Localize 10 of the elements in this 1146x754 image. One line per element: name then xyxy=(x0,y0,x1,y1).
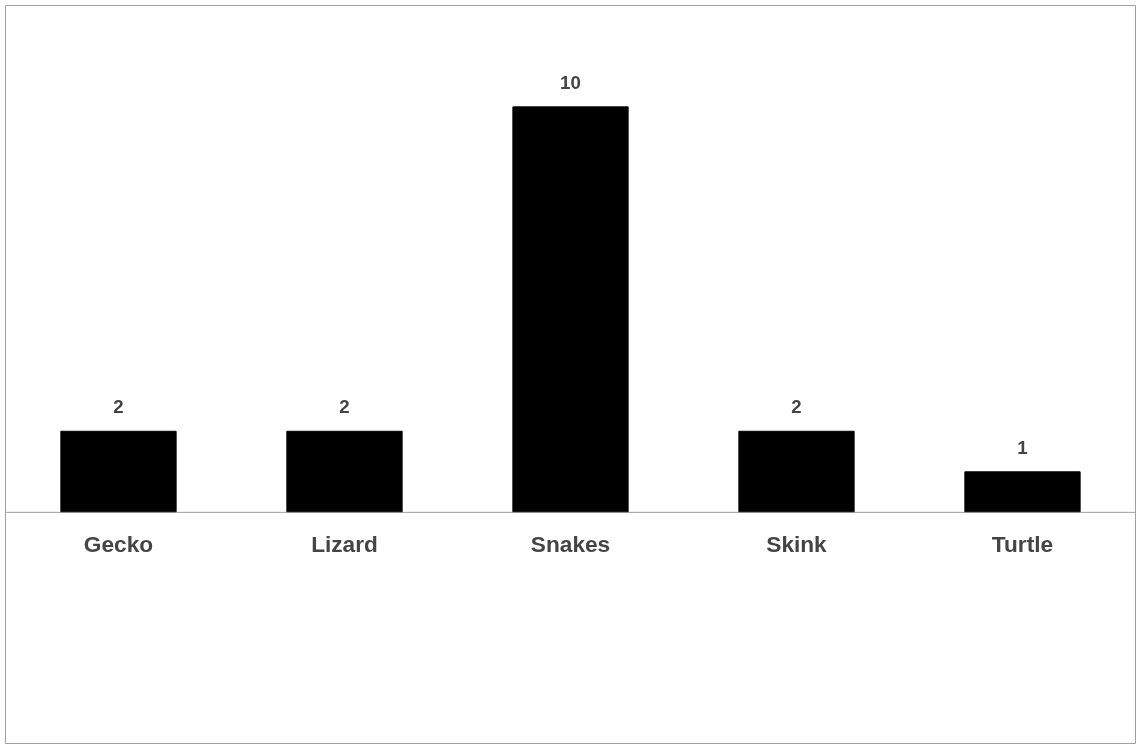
data-label: 2 xyxy=(339,396,350,418)
x-tick-label: Gecko xyxy=(83,530,154,557)
x-tick-label: Lizard xyxy=(311,530,378,557)
x-tick-label: Turtle xyxy=(991,530,1054,557)
x-tick-label: Skink xyxy=(766,530,828,557)
data-label: 2 xyxy=(113,396,124,418)
x-tick-label: Snakes xyxy=(530,530,611,557)
data-label: 1 xyxy=(1017,436,1028,458)
data-label: 10 xyxy=(560,71,581,93)
data-label: 2 xyxy=(791,396,802,418)
